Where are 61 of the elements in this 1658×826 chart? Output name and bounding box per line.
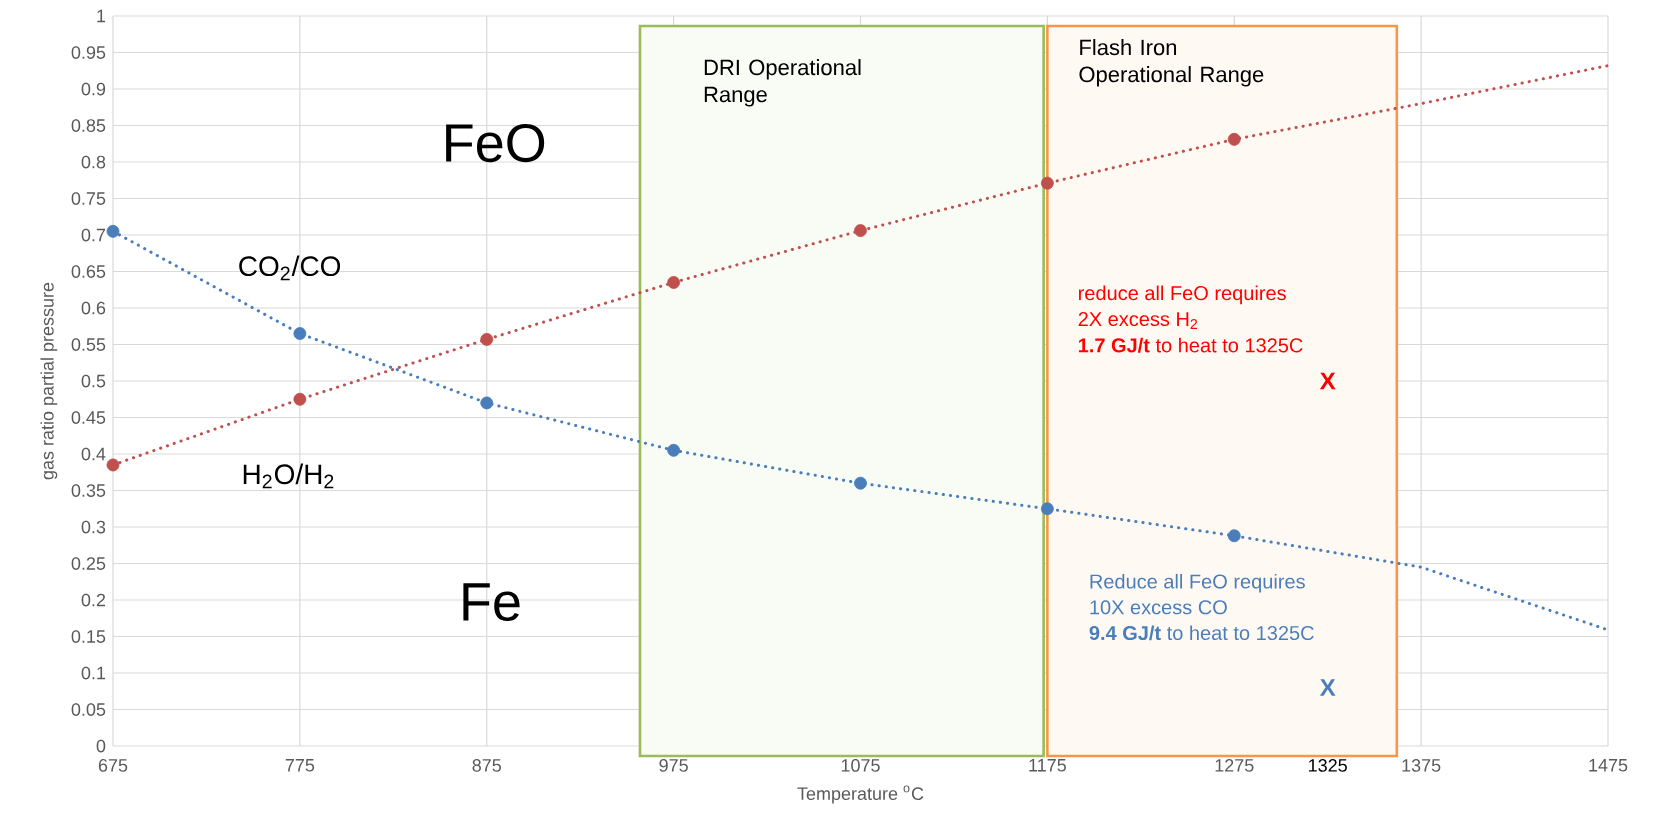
annotation: Reduce all FeO requires	[1090, 573, 1305, 593]
y-tick-label: 0.35	[71, 484, 106, 497]
band-label: DRI Operational Range	[704, 59, 861, 107]
annotation: 9.4 GJ/t to heat to 1325C	[1089, 625, 1314, 641]
annotation: X	[1319, 679, 1336, 696]
annotation: 10X excess CO	[1090, 600, 1227, 615]
x-tick-label: 1175	[1029, 759, 1066, 772]
x-tick-label: 1275	[1215, 759, 1254, 772]
point	[480, 396, 494, 410]
y-tick-label: 0	[96, 739, 106, 753]
y-tick-label: 0.1	[81, 666, 106, 680]
y-tick-label: 0.8	[81, 155, 106, 169]
annotation: 2X excess H$_{2}$	[1078, 311, 1198, 329]
point	[667, 443, 681, 457]
point	[293, 392, 307, 406]
y-tick-label: 0.25	[71, 557, 106, 570]
text: CO$_{2}$/CO	[239, 255, 341, 281]
point	[106, 458, 120, 472]
annotation: 1.7 GJ/t to heat to 1325C	[1078, 337, 1303, 353]
y-tick-label: 0.05	[71, 703, 106, 716]
x-tick-label: 1475	[1589, 759, 1628, 772]
y-tick-label: 0.3	[81, 520, 106, 534]
x-tick-label: 1375	[1402, 759, 1441, 772]
point	[293, 327, 307, 340]
x-tick-label: 975	[659, 759, 688, 772]
y-tick-label: 0.4	[81, 447, 106, 461]
y-tick-label: 1	[97, 9, 106, 23]
y-tick-label: 0.45	[71, 411, 106, 424]
y-tick-label: 0.95	[71, 46, 106, 59]
y-axis-title: gas ratio partial pressure	[40, 282, 58, 480]
point	[854, 476, 867, 490]
y-tick-label: 0.7	[81, 228, 106, 242]
point	[106, 224, 120, 238]
point	[854, 224, 867, 238]
y-tick-label: 0.65	[71, 265, 106, 278]
x-tick-label: 675	[98, 759, 128, 772]
point	[1040, 176, 1054, 190]
y-tick-label: 0.9	[81, 82, 106, 96]
y-tick-label: 0.15	[71, 630, 106, 643]
point	[480, 332, 494, 346]
y-tick-label: 0.85	[71, 119, 106, 132]
y-tick-label: 0.6	[81, 301, 106, 315]
text: H$_{2}$O/H$_{2}$	[243, 463, 334, 489]
annotation: FeO	[446, 123, 545, 163]
annotation: Fe	[463, 583, 520, 622]
annotation: X	[1319, 372, 1336, 390]
x-tick-label: 875	[472, 759, 501, 772]
x-tick-label: 1325	[1309, 759, 1347, 772]
y-tick-label: 0.55	[71, 338, 106, 351]
point	[1040, 502, 1054, 516]
point	[1227, 529, 1241, 543]
point	[667, 276, 681, 289]
x-tick-label: 775	[285, 759, 315, 772]
y-tick-label: 0.2	[81, 593, 106, 607]
annotation: reduce all FeO requires	[1079, 285, 1286, 305]
x-axis-title: Temperature $^{o}$C	[797, 785, 924, 804]
y-tick-label: 0.5	[81, 374, 106, 388]
point	[1227, 132, 1241, 146]
x-tick-label: 1075	[841, 759, 880, 772]
y-tick-label: 0.75	[71, 192, 106, 205]
band-label: Flash Iron Operational Range	[1079, 39, 1264, 87]
